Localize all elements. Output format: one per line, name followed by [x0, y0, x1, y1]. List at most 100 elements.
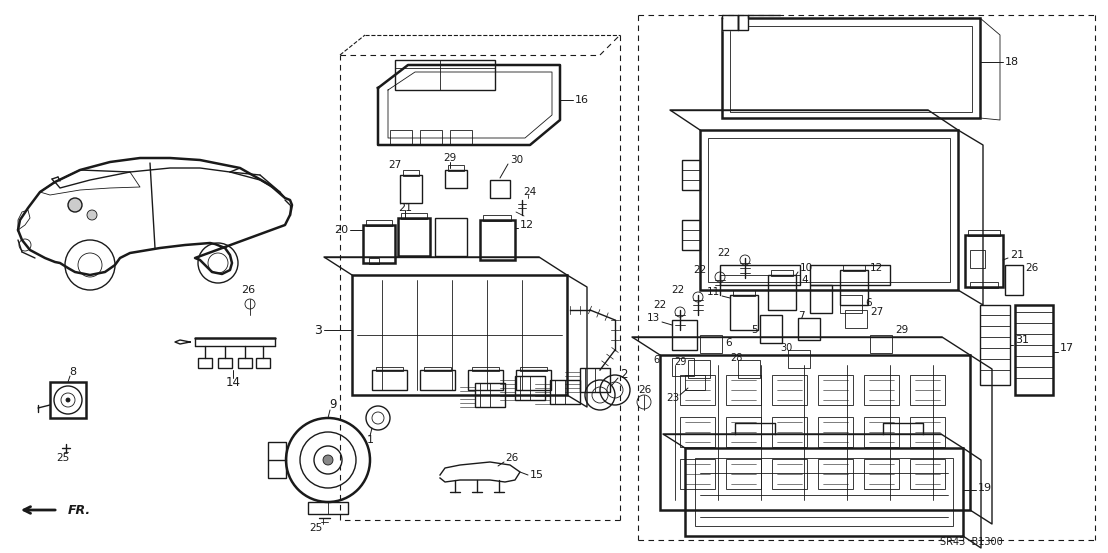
Text: 21: 21 [398, 203, 412, 213]
Text: 24: 24 [523, 187, 536, 197]
Text: 20: 20 [334, 225, 348, 235]
Text: 16: 16 [575, 95, 589, 105]
Polygon shape [722, 15, 738, 30]
Text: 29: 29 [674, 357, 686, 367]
Bar [810, 265, 890, 285]
Bar [772, 459, 807, 489]
Bar [671, 320, 697, 350]
Bar [445, 170, 466, 188]
Text: 27: 27 [389, 160, 401, 170]
Bar [772, 375, 807, 405]
Text: SR43  B1300: SR43 B1300 [940, 537, 1003, 547]
Bar [424, 367, 451, 371]
Bar [308, 502, 348, 514]
Bar [483, 215, 511, 221]
Bar [376, 367, 403, 371]
Bar [685, 375, 705, 390]
Text: 18: 18 [1005, 57, 1019, 67]
Bar [840, 270, 868, 305]
Text: 31: 31 [1015, 335, 1029, 345]
Bar [788, 350, 810, 368]
Bar [798, 318, 820, 340]
Bar [50, 382, 86, 418]
Bar [398, 218, 430, 256]
Bar [685, 448, 963, 536]
Bar [490, 180, 510, 198]
Bar [372, 370, 407, 390]
Bar [818, 417, 853, 447]
Text: 23: 23 [666, 393, 679, 403]
Text: 22: 22 [670, 285, 684, 295]
Bar [722, 18, 979, 118]
Text: 22: 22 [692, 265, 706, 275]
Bar [450, 130, 472, 145]
Bar [700, 130, 958, 290]
Circle shape [324, 455, 334, 465]
Bar [818, 459, 853, 489]
Text: 28: 28 [730, 353, 742, 363]
Bar [401, 213, 427, 219]
Text: 26: 26 [638, 385, 652, 395]
Bar [726, 375, 761, 405]
Bar [738, 360, 760, 378]
Bar [864, 417, 899, 447]
Bar [768, 275, 796, 310]
Bar [352, 275, 567, 395]
Text: 25: 25 [57, 453, 70, 463]
Bar [468, 370, 503, 390]
Bar [403, 170, 419, 176]
Text: 7: 7 [798, 311, 804, 321]
Text: 30: 30 [780, 343, 792, 353]
Text: 17: 17 [1060, 343, 1074, 353]
Bar [238, 358, 252, 368]
Text: 22: 22 [718, 248, 731, 258]
Text: 14: 14 [226, 377, 240, 389]
Text: 22: 22 [653, 300, 666, 310]
Bar [760, 315, 782, 343]
Bar [910, 459, 945, 489]
Bar [733, 290, 755, 296]
Bar [843, 265, 865, 271]
Text: 25: 25 [309, 523, 322, 533]
Text: 11: 11 [707, 287, 720, 297]
Bar [515, 376, 545, 400]
Bar [1015, 305, 1053, 395]
Bar [660, 355, 970, 510]
Bar [968, 230, 1001, 236]
Bar [256, 358, 270, 368]
Bar [771, 270, 793, 276]
Bar [366, 220, 392, 226]
Bar [730, 295, 758, 330]
Bar [472, 367, 499, 371]
Bar [369, 258, 379, 264]
Bar [818, 375, 853, 405]
Bar [965, 235, 1003, 287]
Bar [448, 165, 464, 171]
Bar [671, 358, 694, 376]
Text: 5: 5 [751, 325, 758, 335]
Bar [363, 225, 394, 263]
Bar [979, 305, 1010, 385]
Text: 30: 30 [510, 155, 523, 165]
Circle shape [68, 198, 82, 212]
Bar [772, 417, 807, 447]
Bar [680, 417, 715, 447]
Bar [218, 358, 232, 368]
Bar [708, 138, 950, 282]
Bar [700, 335, 722, 353]
Bar [870, 335, 892, 353]
Text: 19: 19 [978, 483, 992, 493]
Bar [910, 417, 945, 447]
Bar [864, 375, 899, 405]
Bar [730, 26, 972, 112]
Bar [738, 15, 748, 30]
Bar [845, 310, 866, 328]
Text: 13: 13 [647, 313, 660, 323]
Bar [475, 383, 505, 407]
Text: 9: 9 [329, 399, 337, 411]
Bar [680, 459, 715, 489]
Bar [683, 160, 700, 190]
Bar [726, 459, 761, 489]
Text: 21: 21 [1010, 250, 1024, 260]
Text: 3: 3 [315, 324, 322, 336]
